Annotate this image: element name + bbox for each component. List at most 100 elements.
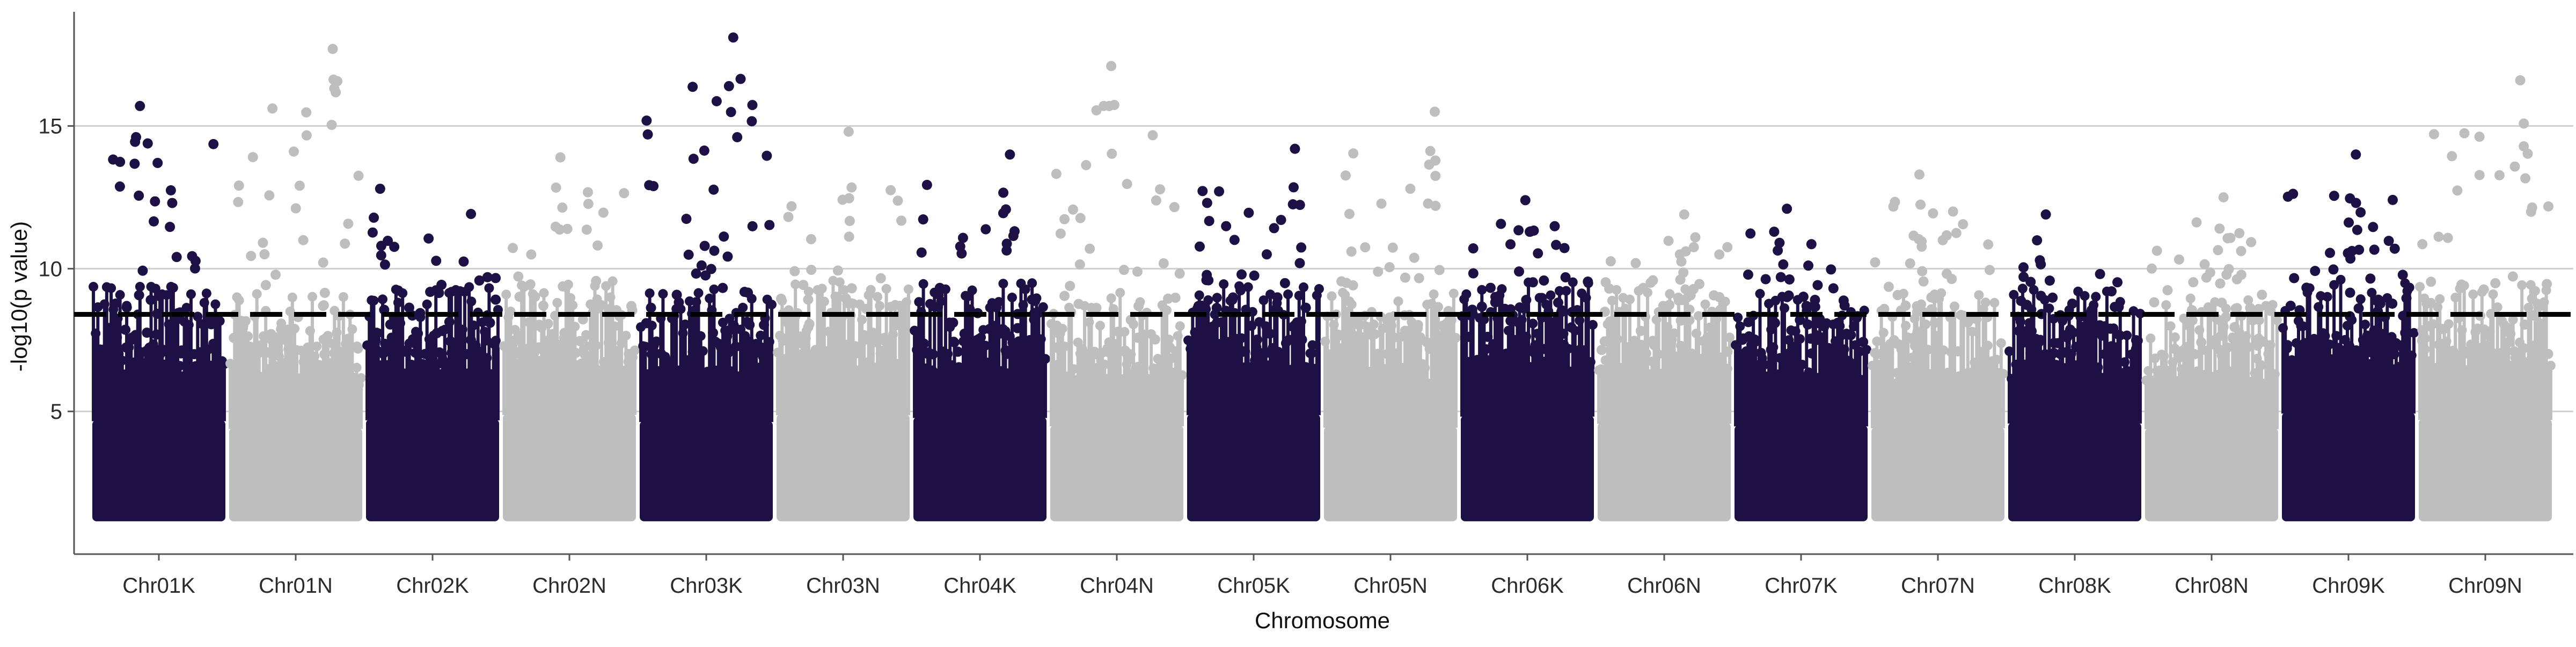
point-column-Chr05K	[1242, 367, 1246, 416]
data-point	[303, 342, 313, 353]
data-point	[2149, 297, 2160, 308]
point-column-Chr09K	[2348, 346, 2352, 414]
point-column-Chr09N	[2485, 345, 2489, 420]
point-column-Chr02K	[429, 345, 433, 420]
point-column-Chr06N	[1697, 316, 1701, 424]
data-point	[1849, 321, 1860, 332]
point-column-Chr05K	[1297, 295, 1301, 416]
point-column-Chr02N	[589, 304, 592, 415]
data-point	[257, 339, 267, 350]
point-column-Chr07K	[1778, 358, 1782, 427]
data-point	[2478, 284, 2489, 295]
point-column-Chr07N	[1886, 357, 1890, 428]
point-column-Chr03N	[867, 295, 870, 416]
data-point	[2443, 319, 2454, 329]
point-column-Chr02N	[509, 311, 513, 415]
point-column-Chr01N	[344, 344, 347, 429]
axes	[73, 12, 2573, 555]
data-point	[2347, 245, 2358, 256]
point-column-Chr06K	[1473, 362, 1477, 417]
data-point	[574, 336, 585, 346]
point-column-Chr03K	[761, 357, 765, 423]
point-column-Chr05K	[1233, 312, 1236, 416]
data-point	[1381, 322, 1392, 333]
data-point	[1803, 319, 1813, 330]
point-column-Chr01K	[143, 363, 147, 421]
point-column-Chr06N	[1719, 357, 1723, 424]
point-column-Chr06N	[1699, 359, 1703, 424]
point-column-Chr01N	[280, 323, 283, 429]
point-column-Chr06K	[1484, 349, 1488, 417]
point-column-Chr05K	[1257, 322, 1261, 416]
data-point	[581, 330, 591, 340]
point-column-Chr01N	[355, 367, 358, 429]
point-column-Chr09N	[2473, 332, 2477, 420]
data-point	[290, 203, 301, 214]
data-point	[1431, 349, 1441, 360]
data-point	[762, 150, 772, 161]
data-point	[1666, 338, 1677, 348]
point-column-Chr02N	[573, 326, 577, 415]
point-column-Chr02N	[606, 309, 610, 415]
point-column-Chr03N	[809, 358, 813, 416]
point-column-Chr09K	[2341, 350, 2345, 414]
point-column-Chr07K	[1762, 365, 1766, 427]
data-point	[719, 231, 729, 242]
point-column-Chr06N	[1701, 341, 1705, 424]
point-column-Chr07K	[1791, 346, 1795, 427]
data-point	[1635, 325, 1646, 336]
point-column-Chr04K	[1021, 305, 1025, 418]
data-point	[2344, 217, 2354, 228]
point-column-Chr04K	[977, 338, 980, 418]
point-column-Chr09N	[2509, 365, 2513, 420]
data-point	[2179, 314, 2189, 324]
data-point	[1258, 295, 1269, 306]
data-point	[1007, 337, 1018, 348]
point-column-Chr09N	[2487, 336, 2491, 420]
point-column-Chr03K	[639, 327, 643, 423]
data-point	[1533, 248, 1543, 259]
point-column-Chr04K	[982, 330, 985, 418]
data-point	[331, 87, 341, 98]
point-column-Chr02K	[478, 351, 482, 420]
point-column-Chr02N	[613, 326, 617, 415]
data-point	[1514, 266, 1525, 277]
data-point	[1561, 286, 1571, 296]
data-point	[1074, 259, 1085, 270]
point-column-Chr05N	[1365, 326, 1369, 428]
point-column-Chr01K	[198, 352, 202, 421]
point-column-Chr07K	[1813, 307, 1817, 427]
point-column-Chr04N	[1063, 346, 1066, 426]
top-signal-point-Chr08K	[2040, 209, 2051, 220]
data-point	[2340, 349, 2351, 360]
point-column-Chr03K	[734, 312, 738, 423]
data-point	[779, 333, 789, 344]
data-point	[1607, 295, 1617, 306]
data-point	[464, 282, 474, 292]
data-point	[2401, 309, 2412, 320]
point-column-Chr03N	[845, 344, 848, 416]
data-point	[708, 328, 719, 338]
data-point	[1000, 345, 1011, 356]
point-column-Chr04N	[1145, 312, 1148, 426]
data-point	[206, 319, 217, 330]
point-column-Chr03N	[814, 350, 817, 416]
point-column-Chr07N	[1971, 331, 1974, 428]
data-point	[1059, 214, 1070, 224]
point-column-Chr05K	[1199, 305, 1203, 416]
data-point	[2474, 132, 2485, 142]
point-column-Chr03N	[858, 304, 861, 416]
point-column-Chr05K	[1211, 326, 1214, 416]
data-point	[2106, 286, 2117, 297]
data-point	[347, 324, 357, 335]
point-column-Chr03N	[862, 335, 866, 416]
data-point	[326, 120, 337, 130]
data-point	[1269, 223, 1279, 234]
point-column-Chr07N	[1875, 341, 1879, 428]
point-column-Chr07K	[1801, 365, 1804, 427]
point-column-Chr07K	[1809, 377, 1813, 427]
data-point	[2265, 306, 2276, 316]
data-point	[646, 349, 657, 360]
point-column-Chr08K	[2129, 354, 2133, 424]
